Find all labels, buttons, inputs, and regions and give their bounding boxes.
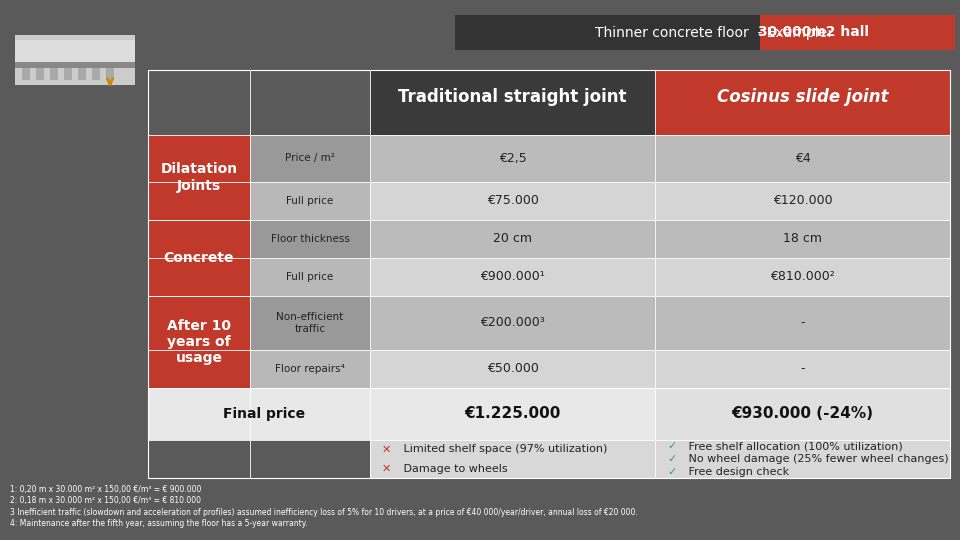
FancyBboxPatch shape bbox=[370, 388, 655, 440]
Text: 3 Inefficient traffic (slowdown and acceleration of profiles) assumed inefficien: 3 Inefficient traffic (slowdown and acce… bbox=[10, 508, 637, 517]
FancyBboxPatch shape bbox=[655, 440, 950, 478]
FancyBboxPatch shape bbox=[760, 15, 955, 50]
FancyBboxPatch shape bbox=[15, 40, 135, 62]
FancyBboxPatch shape bbox=[250, 182, 370, 220]
FancyBboxPatch shape bbox=[250, 135, 370, 182]
Text: 1: 0,20 m x 30.000 m² x 150,00 €/m³ = € 900.000: 1: 0,20 m x 30.000 m² x 150,00 €/m³ = € … bbox=[10, 485, 202, 494]
FancyBboxPatch shape bbox=[655, 258, 950, 296]
Text: Full price: Full price bbox=[286, 196, 334, 206]
FancyBboxPatch shape bbox=[148, 220, 250, 296]
FancyBboxPatch shape bbox=[106, 68, 114, 80]
FancyBboxPatch shape bbox=[148, 135, 250, 220]
FancyBboxPatch shape bbox=[250, 350, 370, 388]
Text: Thinner concrete floor  - Example:: Thinner concrete floor - Example: bbox=[595, 25, 836, 39]
FancyBboxPatch shape bbox=[78, 68, 86, 80]
FancyBboxPatch shape bbox=[250, 388, 370, 440]
FancyBboxPatch shape bbox=[50, 68, 58, 80]
FancyBboxPatch shape bbox=[15, 62, 135, 68]
FancyBboxPatch shape bbox=[92, 68, 100, 80]
Text: 2: 0,18 m x 30.000 m² x 150,00 €/m³ = € 810.000: 2: 0,18 m x 30.000 m² x 150,00 €/m³ = € … bbox=[10, 496, 201, 505]
Text: €810.000²: €810.000² bbox=[770, 271, 835, 284]
FancyBboxPatch shape bbox=[22, 68, 30, 80]
Text: Free shelf allocation (100% utilization): Free shelf allocation (100% utilization) bbox=[685, 441, 902, 451]
Text: -: - bbox=[801, 316, 804, 329]
Text: €200.000³: €200.000³ bbox=[480, 316, 545, 329]
Text: ✕: ✕ bbox=[382, 463, 392, 474]
Text: 30.000m2 hall: 30.000m2 hall bbox=[758, 25, 869, 39]
Text: Damage to wheels: Damage to wheels bbox=[400, 463, 508, 474]
FancyBboxPatch shape bbox=[370, 296, 655, 350]
FancyBboxPatch shape bbox=[370, 70, 655, 135]
FancyBboxPatch shape bbox=[655, 350, 950, 388]
Text: €2,5: €2,5 bbox=[498, 152, 526, 165]
Text: ✓: ✓ bbox=[667, 454, 677, 464]
FancyBboxPatch shape bbox=[655, 70, 950, 135]
Text: Free design check: Free design check bbox=[685, 467, 789, 477]
FancyBboxPatch shape bbox=[455, 15, 955, 50]
FancyBboxPatch shape bbox=[370, 350, 655, 388]
FancyBboxPatch shape bbox=[370, 135, 655, 182]
Text: €120.000: €120.000 bbox=[773, 194, 832, 207]
Text: €75.000: €75.000 bbox=[487, 194, 539, 207]
Text: €930.000 (-24%): €930.000 (-24%) bbox=[732, 407, 874, 422]
FancyBboxPatch shape bbox=[655, 135, 950, 182]
FancyBboxPatch shape bbox=[15, 35, 135, 85]
FancyBboxPatch shape bbox=[36, 68, 44, 80]
Text: 18 cm: 18 cm bbox=[783, 233, 822, 246]
FancyBboxPatch shape bbox=[250, 258, 370, 296]
Text: Floor repairs⁴: Floor repairs⁴ bbox=[276, 364, 345, 374]
Text: €50.000: €50.000 bbox=[487, 362, 539, 375]
Text: -: - bbox=[801, 362, 804, 375]
Text: Final price: Final price bbox=[223, 407, 305, 421]
FancyBboxPatch shape bbox=[655, 296, 950, 350]
Text: Concrete: Concrete bbox=[164, 251, 234, 265]
FancyBboxPatch shape bbox=[370, 258, 655, 296]
FancyBboxPatch shape bbox=[64, 68, 72, 80]
Text: ✓: ✓ bbox=[667, 441, 677, 451]
Text: Full price: Full price bbox=[286, 272, 334, 282]
FancyBboxPatch shape bbox=[148, 296, 250, 388]
Text: Cosinus slide joint: Cosinus slide joint bbox=[717, 89, 888, 106]
FancyBboxPatch shape bbox=[655, 388, 950, 440]
Text: ✕: ✕ bbox=[382, 444, 392, 455]
FancyBboxPatch shape bbox=[370, 220, 655, 258]
FancyBboxPatch shape bbox=[250, 220, 370, 258]
Text: €4: €4 bbox=[795, 152, 810, 165]
Text: Floor thickness: Floor thickness bbox=[271, 234, 349, 244]
Text: Non-efficient
traffic: Non-efficient traffic bbox=[276, 312, 344, 334]
Text: Price / m²: Price / m² bbox=[285, 153, 335, 164]
FancyBboxPatch shape bbox=[370, 182, 655, 220]
Text: 4: Maintenance after the fifth year, assuming the floor has a 5-year warranty.: 4: Maintenance after the fifth year, ass… bbox=[10, 519, 307, 529]
Text: €900.000¹: €900.000¹ bbox=[480, 271, 545, 284]
Text: No wheel damage (25% fewer wheel changes): No wheel damage (25% fewer wheel changes… bbox=[685, 454, 948, 464]
FancyBboxPatch shape bbox=[370, 440, 655, 478]
Text: After 10
years of
usage: After 10 years of usage bbox=[167, 319, 231, 365]
FancyBboxPatch shape bbox=[655, 220, 950, 258]
Text: Dilatation
Joints: Dilatation Joints bbox=[160, 163, 237, 193]
FancyBboxPatch shape bbox=[250, 296, 370, 350]
Text: Limited shelf space (97% utilization): Limited shelf space (97% utilization) bbox=[400, 444, 608, 455]
Text: ✓: ✓ bbox=[667, 467, 677, 477]
Text: Traditional straight joint: Traditional straight joint bbox=[398, 89, 627, 106]
Text: 20 cm: 20 cm bbox=[493, 233, 532, 246]
Text: €1.225.000: €1.225.000 bbox=[465, 407, 561, 422]
FancyBboxPatch shape bbox=[148, 388, 250, 440]
FancyBboxPatch shape bbox=[655, 182, 950, 220]
